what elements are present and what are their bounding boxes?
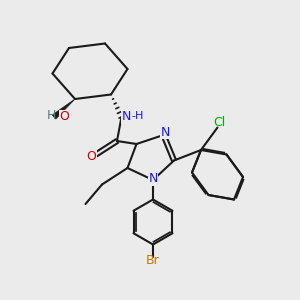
Text: Br: Br bbox=[146, 254, 160, 268]
Text: H: H bbox=[46, 109, 56, 122]
Polygon shape bbox=[52, 99, 75, 119]
Text: -H: -H bbox=[132, 110, 144, 121]
Text: Cl: Cl bbox=[213, 116, 225, 130]
Text: N: N bbox=[160, 125, 170, 139]
Text: O: O bbox=[87, 149, 96, 163]
Text: O: O bbox=[60, 110, 69, 124]
Text: N: N bbox=[148, 172, 158, 185]
Text: N: N bbox=[121, 110, 131, 124]
